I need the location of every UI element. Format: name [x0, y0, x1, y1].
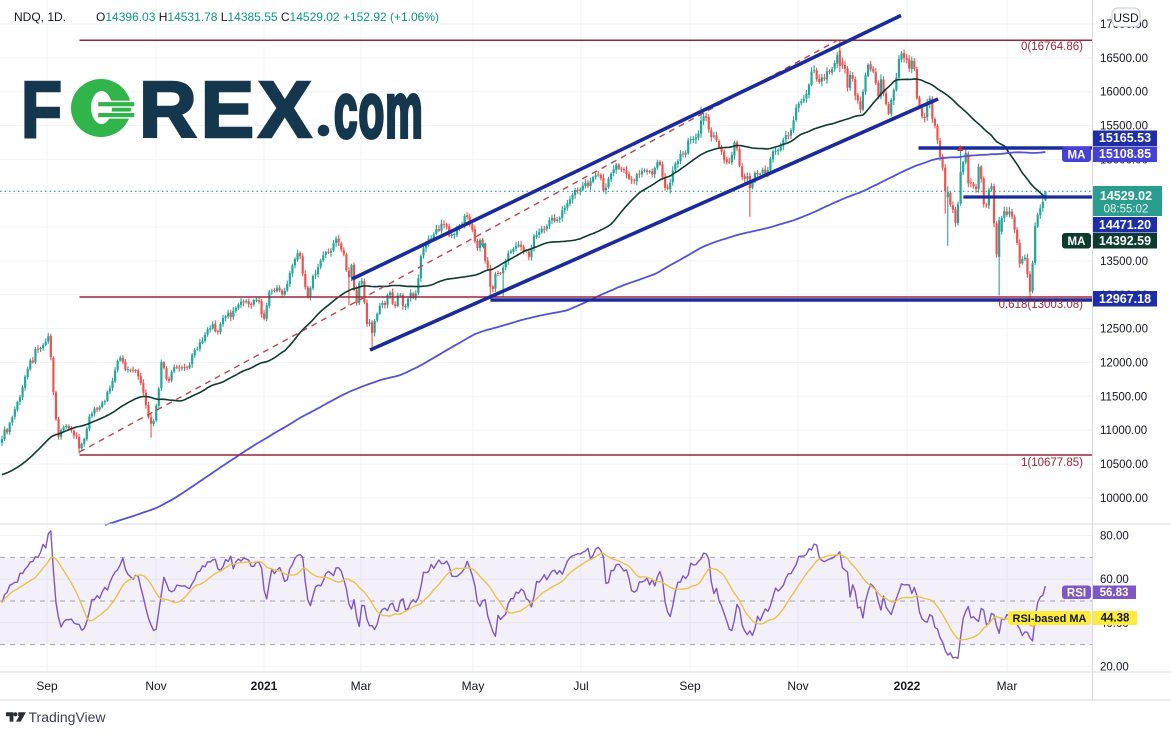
svg-text:RSI-based MA: RSI-based MA — [1013, 613, 1087, 625]
svg-text:TradingView: TradingView — [29, 709, 107, 725]
svg-text:2022: 2022 — [894, 679, 921, 693]
svg-text:08:55:02: 08:55:02 — [1104, 204, 1149, 216]
svg-text:15108.85: 15108.85 — [1099, 147, 1151, 161]
svg-text:80.00: 80.00 — [1100, 531, 1129, 543]
svg-text:May: May — [462, 679, 485, 693]
svg-text:10500.00: 10500.00 — [1100, 459, 1148, 471]
svg-text:Sep: Sep — [679, 679, 701, 693]
svg-text:0.618(13003.08): 0.618(13003.08) — [999, 299, 1084, 311]
svg-text:20.00: 20.00 — [1100, 661, 1129, 673]
svg-text:Jul: Jul — [573, 679, 588, 693]
svg-text:60.00: 60.00 — [1100, 574, 1129, 586]
svg-text:14392.59: 14392.59 — [1099, 234, 1151, 248]
svg-text:11500.00: 11500.00 — [1100, 391, 1147, 403]
svg-text:Sep: Sep — [36, 679, 58, 693]
svg-text:MA: MA — [1068, 236, 1086, 248]
svg-text:56.83: 56.83 — [1100, 587, 1129, 599]
svg-text:Mar: Mar — [351, 679, 372, 693]
svg-text:F: F — [21, 64, 62, 154]
svg-text:14471.20: 14471.20 — [1099, 218, 1151, 232]
svg-text:12967.18: 12967.18 — [1099, 292, 1151, 306]
svg-text:12000.00: 12000.00 — [1100, 358, 1148, 370]
svg-text:NDQ, 1D.: NDQ, 1D. — [14, 10, 66, 24]
svg-text:2021: 2021 — [251, 679, 278, 693]
svg-text:Nov: Nov — [145, 679, 166, 693]
svg-text:12500.00: 12500.00 — [1100, 324, 1148, 336]
svg-text:REX: REX — [139, 65, 316, 154]
svg-text:O14396.03 H14531.78 L14385.5: O14396.03 H14531.78 L14385.55 C14529.02 … — [96, 10, 439, 24]
svg-text:14529.02: 14529.02 — [1100, 189, 1152, 203]
svg-text:15165.53: 15165.53 — [1099, 131, 1151, 145]
svg-text:0(16764.86): 0(16764.86) — [1021, 41, 1083, 53]
svg-text:1(10677.85): 1(10677.85) — [1021, 457, 1083, 469]
svg-text:11000.00: 11000.00 — [1100, 425, 1147, 437]
svg-text:RSI: RSI — [1067, 587, 1086, 599]
svg-text:16500.00: 16500.00 — [1100, 53, 1148, 65]
svg-text:13500.00: 13500.00 — [1100, 256, 1148, 268]
svg-text:44.38: 44.38 — [1101, 613, 1130, 625]
svg-text:Nov: Nov — [787, 679, 808, 693]
svg-text:MA: MA — [1068, 149, 1086, 161]
svg-text:USD: USD — [1113, 11, 1139, 25]
svg-text:com: com — [334, 67, 424, 154]
svg-text:16000.00: 16000.00 — [1100, 87, 1148, 99]
svg-text:10000.00: 10000.00 — [1100, 493, 1148, 505]
svg-text:15500.00: 15500.00 — [1100, 121, 1148, 133]
svg-text:Mar: Mar — [997, 679, 1018, 693]
